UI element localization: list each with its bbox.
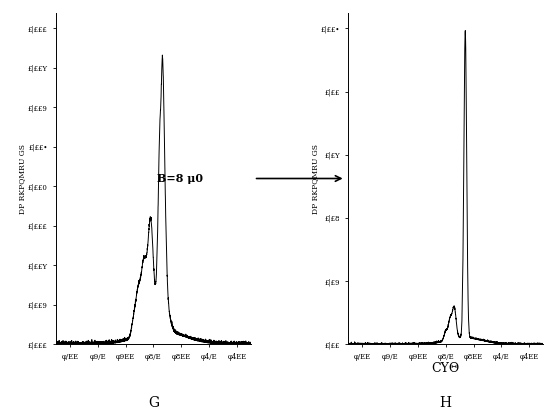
Y-axis label: DP RKPQMRU GS: DP RKPQMRU GS <box>18 144 26 213</box>
Y-axis label: DP RKPQMRU GS: DP RKPQMRU GS <box>311 144 319 213</box>
X-axis label: CYΘ: CYΘ <box>432 362 460 375</box>
Text: G: G <box>148 396 159 410</box>
Text: H: H <box>440 396 452 410</box>
Text: B=8 μ0: B=8 μ0 <box>157 173 203 184</box>
